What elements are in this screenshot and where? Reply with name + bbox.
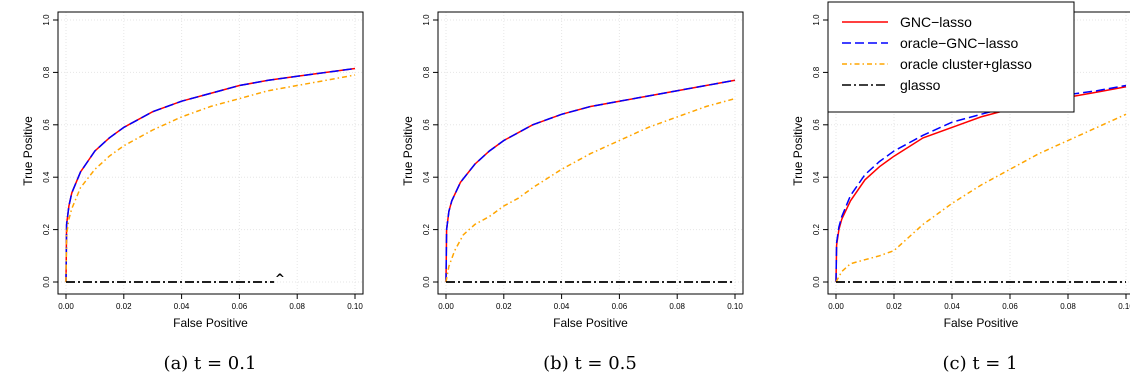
y-tick-label: 0.6 [42,119,51,131]
x-axis-title: False Positive [553,316,628,330]
x-tick-label: 0.00 [438,302,454,311]
panel-b: 0.00 0.02 0.04 0.06 0.08 0.10 0.0 0.2 0.4 0.6 0.8 1… [401,11,744,374]
series-line-2 [65,74,356,283]
panel-c: 0.00 0.02 0.04 0.06 0.08 0.10 0.0 0.2 0.4 0.6 0.8 1… [791,1,1130,374]
x-tick-label: 0.08 [289,302,305,311]
x-tick-label: 0.08 [1060,302,1076,311]
plot-frame [437,11,744,295]
x-tick-label: 0.10 [727,302,743,311]
legend-label-0: GNC−lasso [900,14,972,30]
y-tick-label: 0.0 [422,276,431,288]
series-line-0 [65,67,356,283]
x-tick-label: 0.10 [347,302,363,311]
series-line-0 [445,79,736,283]
panel-caption: (b) t = 0.5 [543,353,637,374]
y-tick-label: 1.0 [422,14,431,26]
x-tick-label: 0.04 [554,302,570,311]
x-tick-label: 0.00 [828,302,844,311]
panel-caption: (a) t = 0.1 [164,353,257,374]
legend-label-3: glasso [900,77,941,93]
x-tick-label: 0.10 [1118,302,1130,311]
series-line-1 [835,84,1127,283]
series-line-2 [835,113,1127,283]
y-tick-label: 0.4 [812,171,821,183]
legend-label-2: oracle cluster+glasso [900,56,1032,72]
x-tick-label: 0.06 [1002,302,1018,311]
y-tick-label: 0.6 [422,119,431,131]
y-tick-label: 0.0 [42,276,51,288]
y-axis-title: True Positive [791,116,805,186]
y-tick-label: 0.4 [42,171,51,183]
legend-box [827,1,1075,113]
x-tick-label: 0.02 [886,302,902,311]
x-tick-label: 0.02 [496,302,512,311]
y-tick-label: 0.8 [422,66,431,78]
y-tick-label: 0.8 [812,66,821,78]
caret-icon: ^ [275,272,285,286]
x-axis-title: False Positive [944,316,1019,330]
y-tick-label: 0.2 [422,223,431,235]
y-tick-label: 0.0 [812,276,821,288]
series-line-1 [445,79,736,283]
y-tick-label: 1.0 [812,14,821,26]
y-tick-label: 1.0 [42,14,51,26]
x-tick-label: 0.02 [116,302,132,311]
series-line-2 [445,97,736,283]
x-tick-label: 0.04 [944,302,960,311]
x-axis-title: False Positive [173,316,248,330]
series-line-1 [65,67,356,283]
y-axis-title: True Positive [401,116,415,186]
panel-caption: (c) t = 1 [942,353,1017,374]
panel-a: 0.00 0.02 0.04 0.06 0.08 0.10 0.0 0.2 0.4 0.6 0.8 1… [21,11,364,374]
x-tick-label: 0.00 [58,302,74,311]
x-tick-label: 0.06 [612,302,628,311]
legend-label-1: oracle−GNC−lasso [900,35,1018,51]
x-tick-label: 0.08 [669,302,685,311]
x-tick-label: 0.06 [232,302,248,311]
x-tick-label: 0.04 [174,302,190,311]
y-tick-label: 0.6 [812,119,821,131]
plot-frame [57,11,364,295]
y-tick-label: 0.2 [812,223,821,235]
y-tick-label: 0.8 [42,66,51,78]
y-axis-title: True Positive [21,116,35,186]
y-tick-label: 0.4 [422,171,431,183]
y-tick-label: 0.2 [42,223,51,235]
